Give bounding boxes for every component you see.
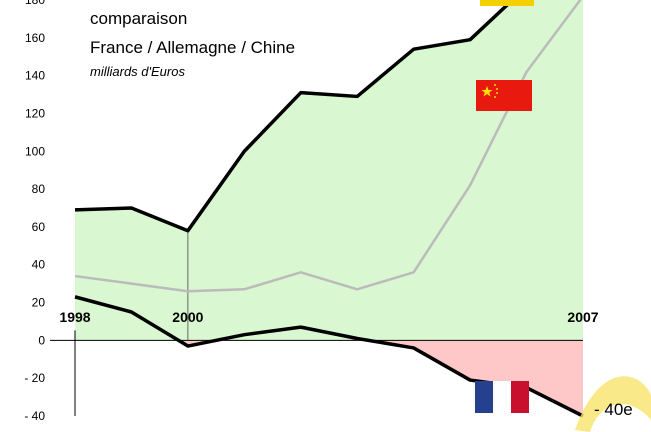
x-tick-label: 1998 <box>59 309 90 325</box>
y-tick-label: - 20 <box>24 371 45 385</box>
title-line: comparaison <box>90 9 187 28</box>
german-flag <box>480 0 534 6</box>
logo-swoosh <box>575 376 651 432</box>
y-tick-label: 40 <box>32 258 46 272</box>
x-tick-label: 2007 <box>567 309 598 325</box>
french-flag <box>475 381 529 413</box>
title-line: France / Allemagne / Chine <box>90 38 295 57</box>
y-tick-label: 0 <box>38 333 45 347</box>
positive-area <box>75 0 583 340</box>
y-tick-label: 180 <box>25 0 45 7</box>
y-tick-label: 160 <box>25 31 45 45</box>
y-tick-label: 20 <box>32 296 46 310</box>
y-tick-label: 80 <box>32 182 46 196</box>
y-tick-label: 60 <box>32 220 46 234</box>
series-line <box>74 0 516 233</box>
y-tick-label: - 40 <box>24 409 45 423</box>
series-line <box>74 0 582 293</box>
y-tick-label: 120 <box>25 106 45 120</box>
y-tick-label: 100 <box>25 144 45 158</box>
chinese-flag <box>476 80 532 111</box>
negative-area <box>75 340 583 416</box>
subtitle: milliards d'Euros <box>90 64 185 79</box>
annotation: - 40e <box>594 400 633 419</box>
y-tick-label: 140 <box>25 69 45 83</box>
